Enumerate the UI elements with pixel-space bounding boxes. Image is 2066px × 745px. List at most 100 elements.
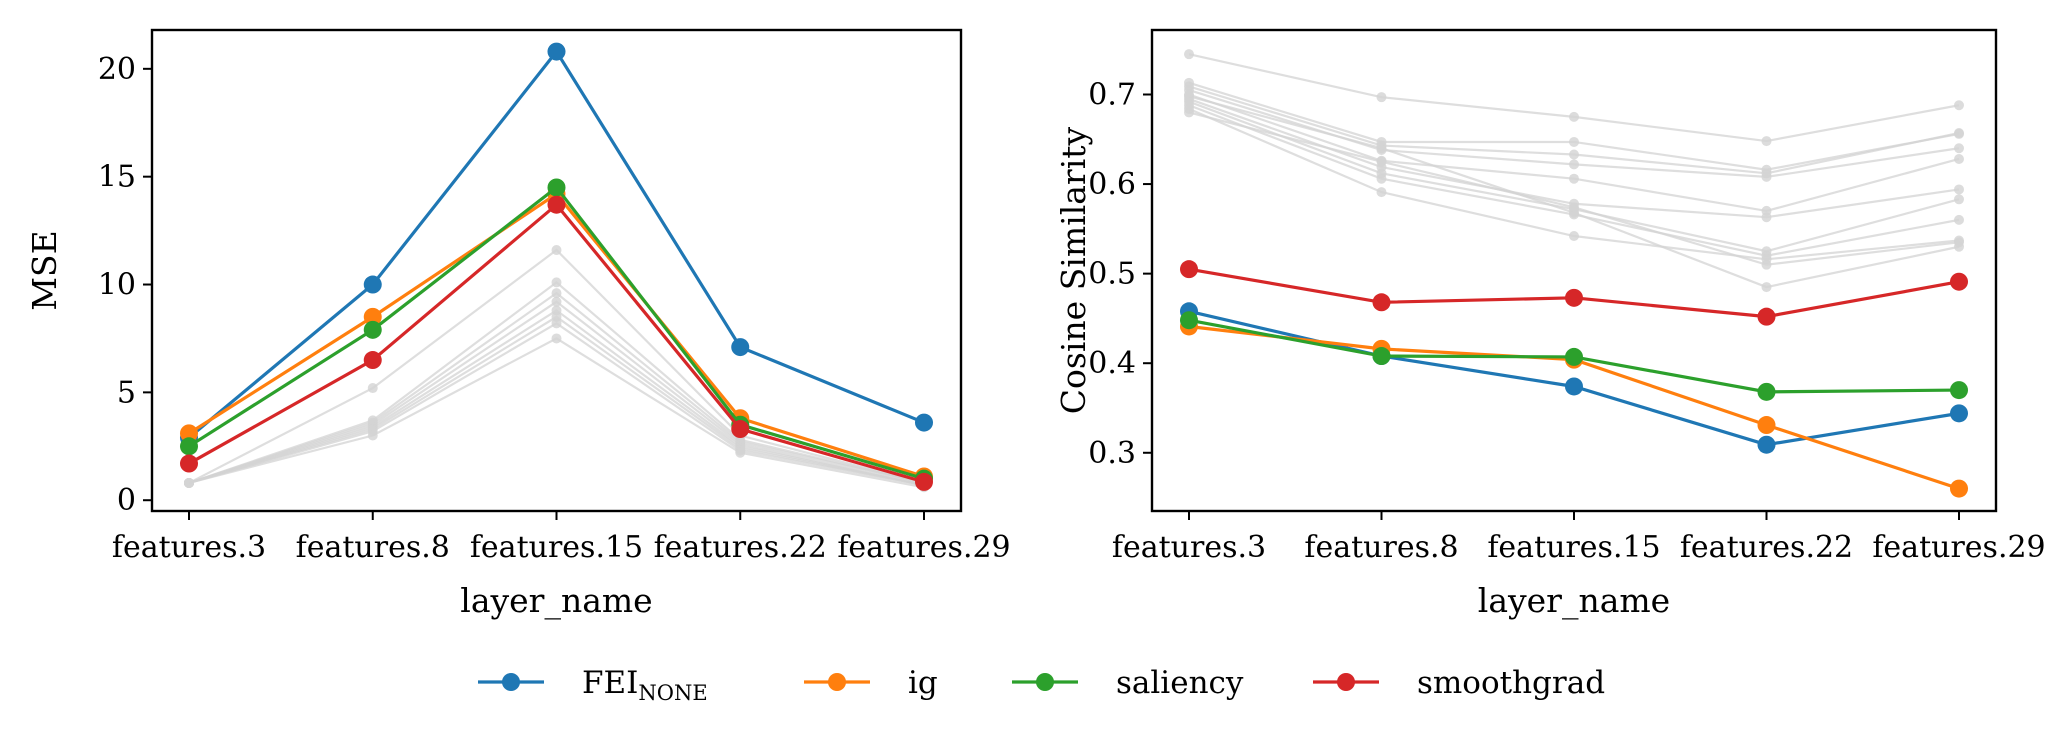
background-series-point — [1954, 153, 1964, 164]
series-point-fei-none — [547, 42, 566, 61]
series-point-smoothgrad — [1372, 293, 1391, 312]
series-point-smoothgrad — [1757, 307, 1776, 326]
background-series-point — [1569, 207, 1579, 218]
series-point-ig — [1757, 416, 1776, 435]
background-series-point — [735, 447, 746, 458]
series-point-fei-none — [1565, 377, 1583, 396]
x-tick-label: features.29 — [837, 530, 1010, 565]
plot-frame — [1150, 28, 1998, 513]
series-point-fei-none — [915, 413, 933, 432]
series-line-saliency — [188, 185, 925, 481]
series-point-saliency — [363, 320, 382, 339]
background-series-point — [551, 245, 562, 256]
background-series-point — [1569, 111, 1579, 122]
series-point-smoothgrad — [1565, 288, 1583, 307]
background-series-point — [1954, 100, 1964, 111]
background-series-point — [1184, 91, 1194, 102]
background-series-point — [1569, 149, 1579, 160]
series-point-saliency — [1950, 381, 1968, 400]
background-series-point — [367, 383, 378, 394]
x-tick-label: features.8 — [296, 530, 450, 565]
y-tick-label: 0.4 — [1088, 346, 1136, 381]
legend-swatch-marker-smoothgrad — [1337, 673, 1355, 691]
legend-label-ig: ig — [908, 665, 938, 701]
background-series-point — [1954, 143, 1964, 154]
y-tick-label: 0.7 — [1088, 77, 1136, 112]
background-series-point — [1376, 92, 1387, 103]
background-series-point — [1761, 136, 1772, 147]
y-tick-label: 10 — [98, 268, 136, 303]
series-point-smoothgrad — [1950, 272, 1968, 291]
x-tick-label: features.22 — [1680, 530, 1853, 565]
legend-swatch-marker-ig — [828, 673, 846, 691]
x-tick-label: features.8 — [1304, 530, 1458, 565]
background-series-point — [551, 277, 562, 288]
series-point-fei-none — [1950, 404, 1968, 423]
background-series-point — [1761, 259, 1772, 270]
y-tick-label: 0.6 — [1088, 167, 1136, 202]
x-tick-label: features.15 — [1487, 530, 1660, 565]
legend-label-fei: FEINONE — [582, 665, 708, 705]
background-series-point — [1761, 171, 1772, 182]
series-point-ig — [363, 307, 382, 326]
background-series-point — [551, 333, 562, 344]
series-point-fei-none — [1757, 435, 1776, 454]
series-point-fei-none — [731, 338, 750, 357]
series-point-smoothgrad — [547, 195, 566, 214]
series-point-smoothgrad — [915, 472, 933, 491]
x-tick-label: features.15 — [470, 530, 643, 565]
x-tick-label: features.3 — [1112, 530, 1266, 565]
y-tick-label: 20 — [98, 52, 136, 87]
y-tick-label: 5 — [117, 375, 136, 410]
y-axis-label: Cosine Similarity — [1054, 126, 1093, 414]
series-point-ig — [1950, 479, 1968, 498]
series-point-saliency — [1180, 311, 1198, 330]
background-series-point — [1184, 107, 1194, 118]
background-series-point — [1376, 187, 1387, 198]
series-point-saliency — [547, 178, 566, 197]
series-point-saliency — [1565, 347, 1583, 366]
background-series-point — [1954, 241, 1964, 252]
y-tick-label: 15 — [98, 160, 136, 195]
background-series-point — [184, 477, 194, 488]
legend-swatch-marker-fei — [502, 673, 520, 691]
background-series-point — [1954, 128, 1964, 139]
series-point-ig — [180, 424, 198, 443]
series-point-saliency — [1372, 347, 1391, 366]
legend-label-saliency: saliency — [1116, 665, 1244, 701]
background-series-point — [1569, 231, 1579, 242]
background-series-point — [551, 318, 562, 329]
series-point-saliency — [180, 437, 198, 456]
x-axis-label: layer_name — [460, 581, 652, 621]
background-series-point — [1376, 156, 1387, 167]
x-tick-label: features.3 — [112, 530, 266, 565]
x-axis-label: layer_name — [1478, 581, 1670, 621]
x-tick-label: features.22 — [654, 530, 827, 565]
background-series-point — [367, 430, 378, 441]
series-point-saliency — [1757, 382, 1776, 401]
series-point-smoothgrad — [731, 420, 750, 439]
background-series-point — [1954, 194, 1964, 205]
mse-chart: features.3 features.8 features.15 features.… — [25, 28, 1011, 621]
legend-subscript: NONE — [638, 681, 707, 705]
background-series-point — [1184, 49, 1194, 60]
background-series-point — [1569, 136, 1579, 147]
series-point-fei-none — [363, 275, 382, 294]
series-point-smoothgrad — [180, 454, 198, 473]
y-tick-label: 0.3 — [1088, 436, 1136, 471]
background-series-point — [1569, 173, 1579, 184]
background-series-point — [1376, 143, 1387, 154]
series-line-fei-none — [187, 48, 925, 439]
legend: FEINONE ig saliency smoothgrad — [478, 665, 1605, 705]
series-point-smoothgrad — [1180, 260, 1198, 279]
background-series-point — [551, 288, 562, 299]
cosine-similarity-chart: features.3 features.8 features.15 features.… — [1054, 28, 2046, 621]
background-series-point — [1954, 214, 1964, 225]
y-tick-label: 0.5 — [1088, 257, 1136, 292]
background-series-point — [1954, 184, 1964, 195]
x-tick-label: features.29 — [1872, 530, 2045, 565]
background-series-point — [1569, 159, 1579, 170]
legend-label-smoothgrad: smoothgrad — [1417, 665, 1605, 701]
y-tick-label: 0 — [117, 483, 136, 518]
